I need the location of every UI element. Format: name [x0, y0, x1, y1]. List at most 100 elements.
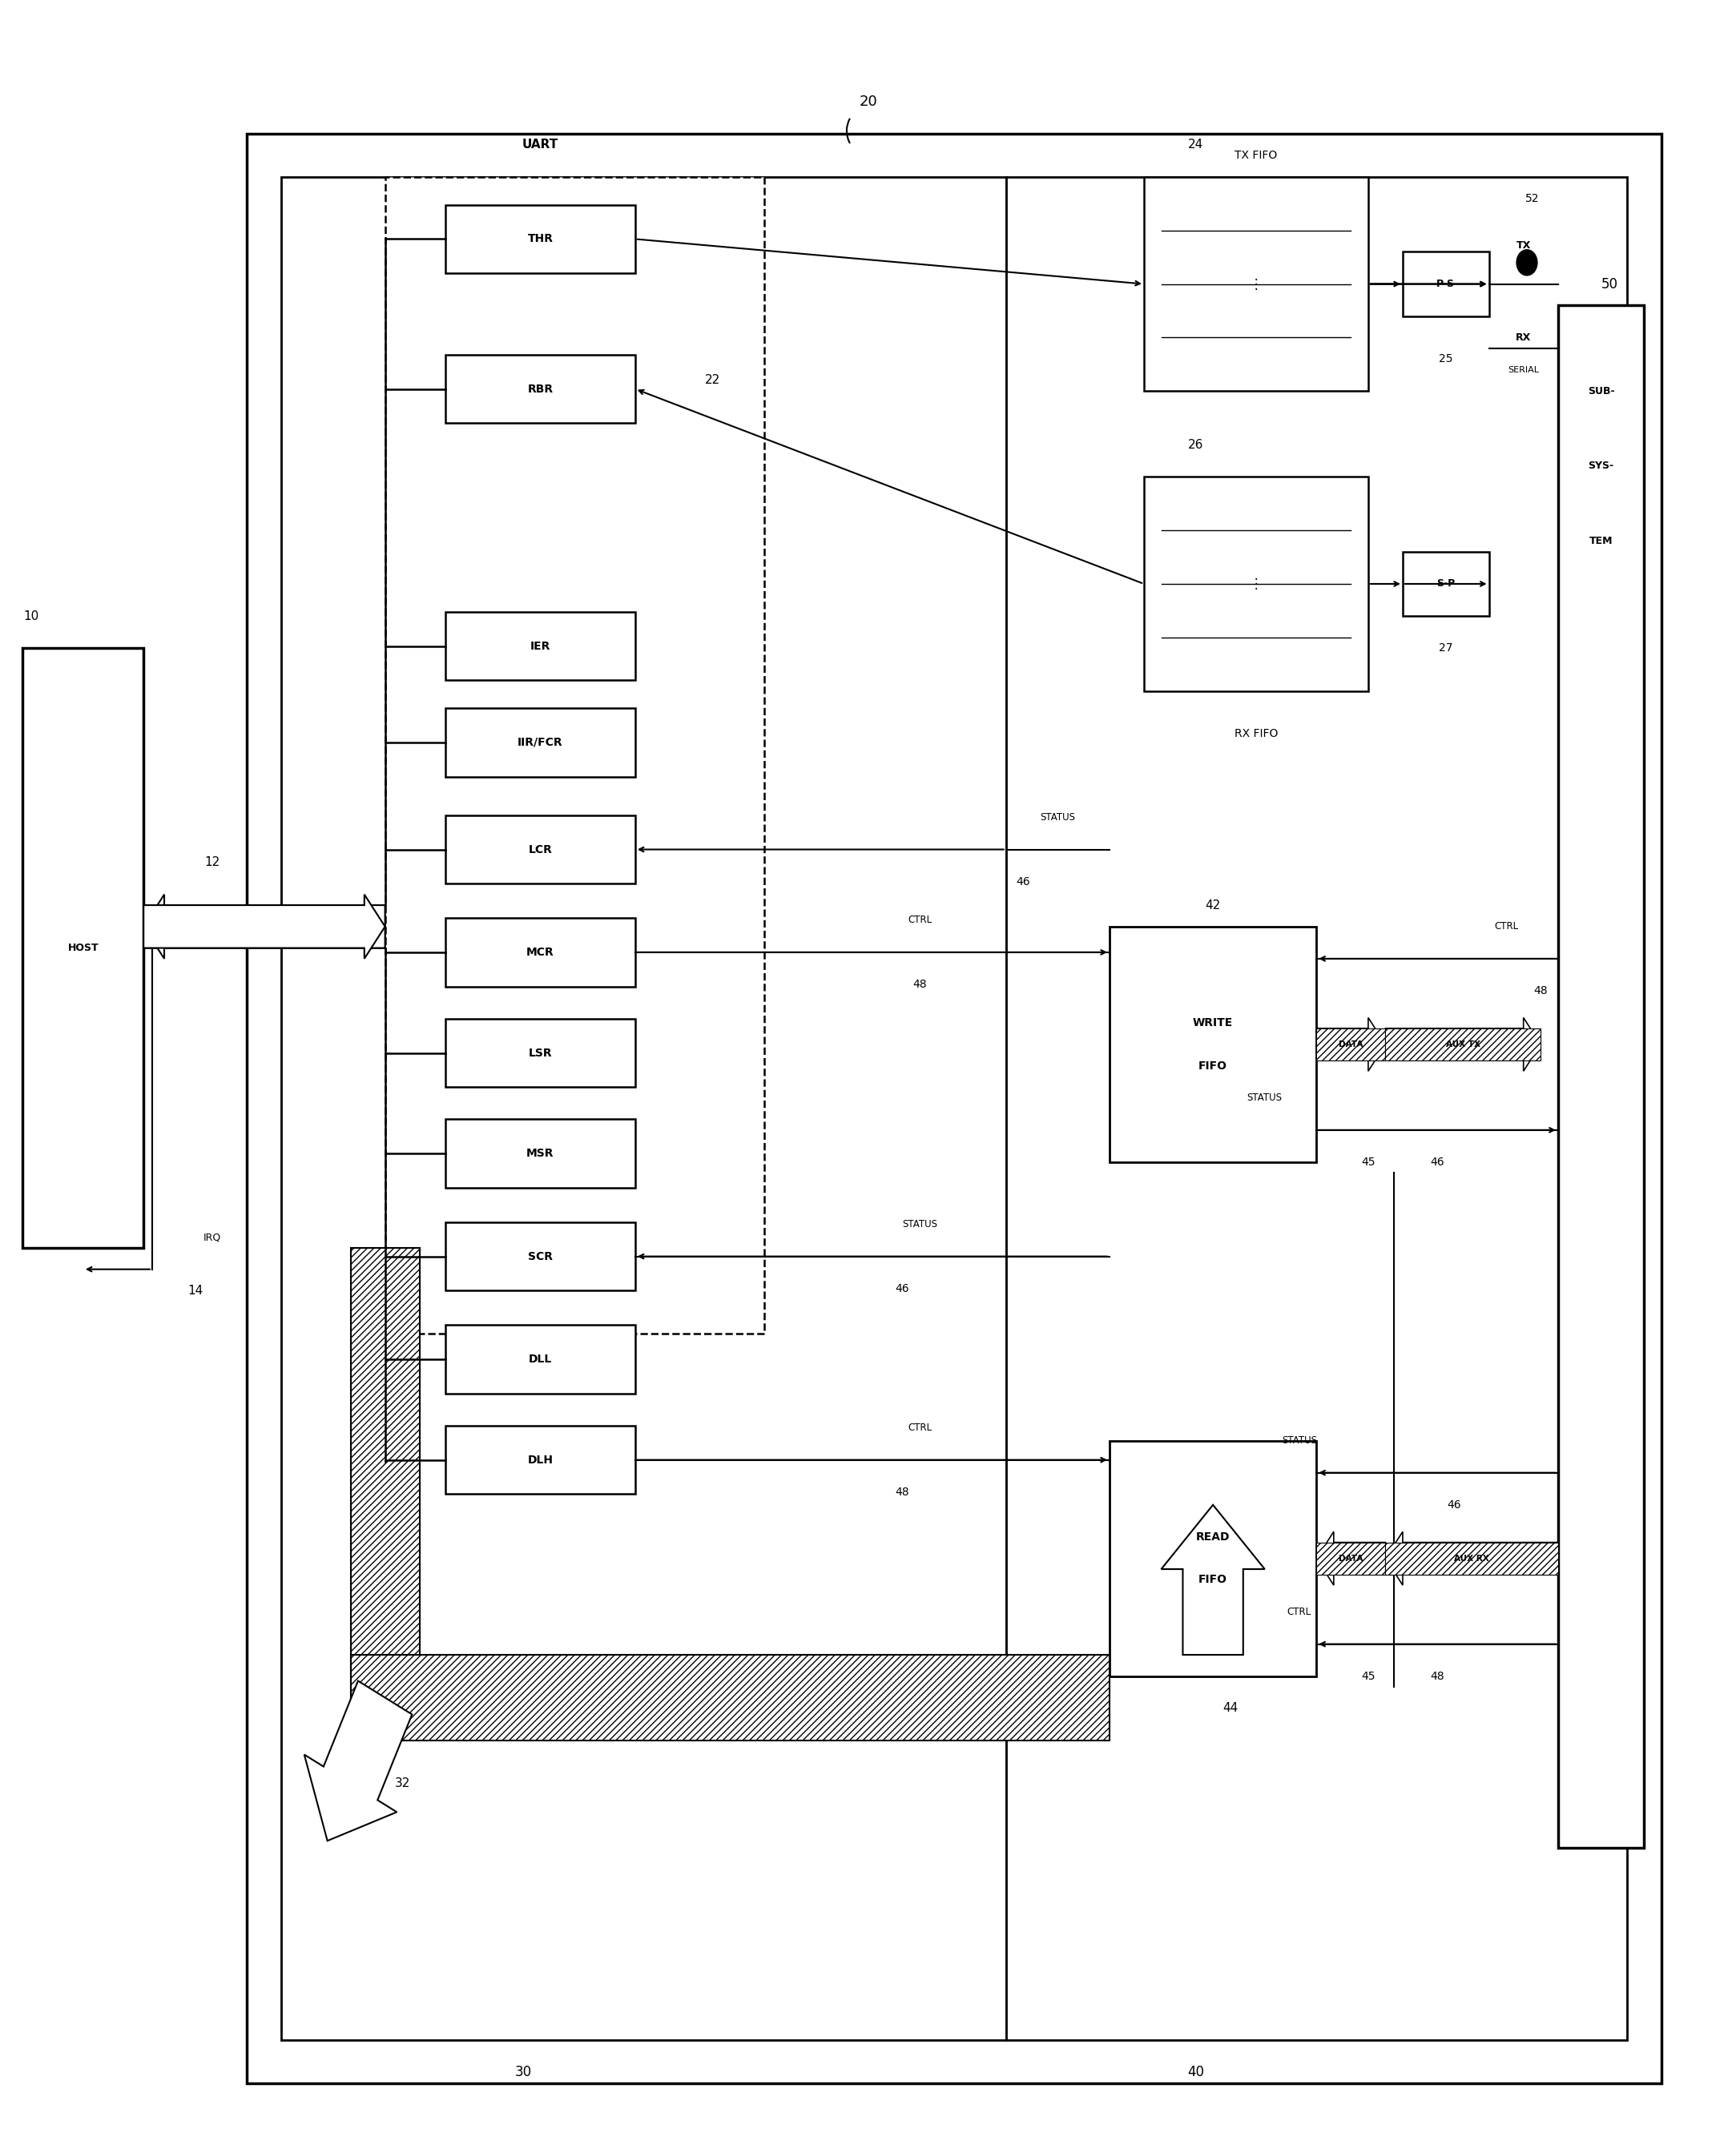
Text: LSR: LSR — [528, 1046, 552, 1059]
FancyArrow shape — [1316, 1018, 1385, 1072]
Bar — [1385, 1542, 1557, 1574]
FancyBboxPatch shape — [385, 177, 764, 1333]
FancyArrow shape — [1161, 1505, 1266, 1656]
Text: 40: 40 — [1187, 2065, 1205, 2080]
Text: WRITE: WRITE — [1193, 1018, 1233, 1029]
Text: 14: 14 — [187, 1285, 203, 1296]
Text: AUX RX: AUX RX — [1455, 1554, 1489, 1563]
FancyBboxPatch shape — [446, 611, 635, 680]
Text: CTRL: CTRL — [1495, 921, 1519, 932]
FancyBboxPatch shape — [446, 1425, 635, 1494]
Text: 48: 48 — [1430, 1671, 1444, 1681]
FancyArrow shape — [304, 1681, 411, 1841]
Text: ⋮: ⋮ — [1250, 577, 1262, 592]
Text: CTRL: CTRL — [1286, 1606, 1311, 1617]
Text: 42: 42 — [1205, 900, 1220, 911]
FancyArrow shape — [1316, 1531, 1385, 1585]
Bar — [144, 904, 385, 947]
FancyBboxPatch shape — [1403, 252, 1489, 316]
FancyBboxPatch shape — [1144, 476, 1368, 691]
Text: DATA: DATA — [1338, 1040, 1363, 1049]
FancyBboxPatch shape — [446, 355, 635, 424]
Bar — [351, 1249, 420, 1740]
Text: 46: 46 — [1448, 1498, 1462, 1511]
FancyBboxPatch shape — [446, 1120, 635, 1188]
Text: LCR: LCR — [528, 844, 552, 855]
Text: MCR: MCR — [526, 947, 554, 958]
Bar — [351, 1656, 1109, 1740]
Text: TEM: TEM — [1588, 536, 1613, 547]
Text: RBR: RBR — [528, 383, 554, 394]
Text: UART: UART — [523, 138, 559, 151]
Text: THR: THR — [528, 233, 554, 245]
Text: 46: 46 — [896, 1283, 910, 1294]
FancyBboxPatch shape — [446, 1223, 635, 1290]
Text: 44: 44 — [1222, 1703, 1238, 1714]
Text: DLH: DLH — [528, 1453, 554, 1466]
Text: 26: 26 — [1187, 439, 1203, 450]
FancyArrow shape — [144, 893, 385, 958]
FancyBboxPatch shape — [446, 816, 635, 883]
FancyBboxPatch shape — [446, 1018, 635, 1087]
Text: TX: TX — [1516, 241, 1531, 250]
Text: MSR: MSR — [526, 1148, 554, 1158]
Text: STATUS: STATUS — [903, 1219, 937, 1229]
Text: SCR: SCR — [528, 1251, 552, 1262]
FancyBboxPatch shape — [1109, 1440, 1316, 1677]
Text: P-S: P-S — [1437, 278, 1455, 289]
Text: 24: 24 — [1187, 138, 1203, 151]
Bar — [1385, 1029, 1542, 1061]
Text: SYS-: SYS- — [1588, 461, 1614, 472]
FancyBboxPatch shape — [1403, 551, 1489, 616]
Text: FIFO: FIFO — [1198, 1574, 1227, 1585]
Text: 52: 52 — [1524, 194, 1540, 205]
Text: RX: RX — [1516, 332, 1531, 342]
Bar — [1316, 1029, 1385, 1061]
Text: STATUS: STATUS — [1040, 812, 1075, 822]
FancyArrow shape — [144, 893, 385, 958]
FancyBboxPatch shape — [446, 1324, 635, 1393]
FancyBboxPatch shape — [446, 917, 635, 986]
Text: 50: 50 — [1601, 278, 1618, 291]
Text: 12: 12 — [205, 857, 220, 868]
Text: AUX TX: AUX TX — [1446, 1040, 1481, 1049]
FancyArrow shape — [1385, 1018, 1542, 1072]
Text: STATUS: STATUS — [1246, 1094, 1283, 1102]
FancyBboxPatch shape — [1109, 926, 1316, 1163]
Text: 46: 46 — [1430, 1156, 1444, 1167]
FancyBboxPatch shape — [281, 177, 1005, 2041]
Text: 22: 22 — [705, 375, 720, 385]
FancyBboxPatch shape — [1144, 177, 1368, 392]
Bar — [1316, 1542, 1385, 1574]
Text: STATUS: STATUS — [1281, 1436, 1318, 1447]
Text: 10: 10 — [24, 609, 40, 622]
Text: IIR/FCR: IIR/FCR — [517, 736, 562, 747]
Text: 48: 48 — [1533, 986, 1549, 997]
FancyBboxPatch shape — [446, 708, 635, 777]
Text: 48: 48 — [913, 980, 927, 990]
Text: SERIAL: SERIAL — [1509, 366, 1540, 375]
FancyArrow shape — [1385, 1531, 1557, 1585]
Text: CTRL: CTRL — [908, 915, 932, 926]
FancyBboxPatch shape — [23, 648, 144, 1249]
Text: 32: 32 — [394, 1778, 410, 1789]
FancyBboxPatch shape — [1005, 177, 1627, 2041]
Text: IRQ: IRQ — [203, 1232, 222, 1242]
FancyBboxPatch shape — [1557, 306, 1644, 1847]
Text: DATA: DATA — [1338, 1554, 1363, 1563]
Text: FIFO: FIFO — [1198, 1059, 1227, 1072]
Text: 46: 46 — [1016, 876, 1029, 887]
FancyBboxPatch shape — [247, 133, 1661, 2084]
Text: IER: IER — [529, 639, 550, 652]
Text: HOST: HOST — [68, 943, 99, 954]
Text: CTRL: CTRL — [908, 1423, 932, 1434]
Text: 27: 27 — [1439, 642, 1453, 655]
Text: READ: READ — [1196, 1531, 1231, 1542]
Text: DLL: DLL — [528, 1354, 552, 1365]
Text: 45: 45 — [1361, 1156, 1375, 1167]
Text: 20: 20 — [859, 95, 877, 110]
Text: SUB-: SUB- — [1588, 385, 1614, 396]
Circle shape — [1517, 250, 1538, 276]
Text: 30: 30 — [514, 2065, 531, 2080]
Text: 48: 48 — [896, 1486, 910, 1498]
